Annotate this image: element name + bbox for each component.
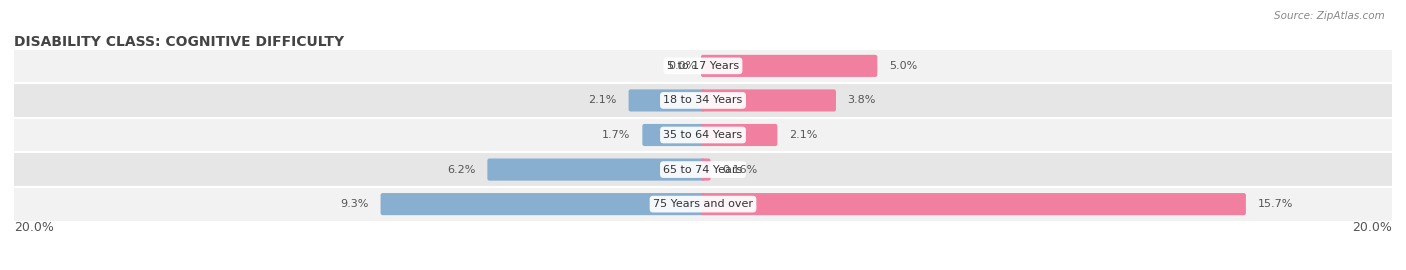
Text: 75 Years and over: 75 Years and over	[652, 199, 754, 209]
Text: Source: ZipAtlas.com: Source: ZipAtlas.com	[1274, 11, 1385, 21]
Bar	[14, 187, 1392, 221]
Text: 9.3%: 9.3%	[340, 199, 368, 209]
FancyBboxPatch shape	[702, 55, 877, 77]
FancyBboxPatch shape	[702, 158, 710, 181]
FancyBboxPatch shape	[643, 124, 704, 146]
Text: 1.7%: 1.7%	[602, 130, 631, 140]
Text: 18 to 34 Years: 18 to 34 Years	[664, 95, 742, 106]
FancyBboxPatch shape	[488, 158, 704, 181]
FancyBboxPatch shape	[381, 193, 704, 215]
FancyBboxPatch shape	[702, 124, 778, 146]
Text: 0.16%: 0.16%	[723, 164, 758, 175]
Text: 15.7%: 15.7%	[1257, 199, 1294, 209]
FancyBboxPatch shape	[702, 193, 1246, 215]
Text: 3.8%: 3.8%	[848, 95, 876, 106]
Bar	[14, 152, 1392, 187]
Text: 6.2%: 6.2%	[447, 164, 475, 175]
Text: 5.0%: 5.0%	[889, 61, 917, 71]
Text: 65 to 74 Years: 65 to 74 Years	[664, 164, 742, 175]
Text: DISABILITY CLASS: COGNITIVE DIFFICULTY: DISABILITY CLASS: COGNITIVE DIFFICULTY	[14, 35, 344, 49]
Bar	[14, 83, 1392, 118]
Bar	[14, 49, 1392, 83]
Text: 20.0%: 20.0%	[1353, 221, 1392, 234]
Text: 5 to 17 Years: 5 to 17 Years	[666, 61, 740, 71]
Text: 0.0%: 0.0%	[668, 61, 696, 71]
Text: 20.0%: 20.0%	[14, 221, 53, 234]
Bar	[14, 118, 1392, 152]
Text: 35 to 64 Years: 35 to 64 Years	[664, 130, 742, 140]
Text: 2.1%: 2.1%	[589, 95, 617, 106]
FancyBboxPatch shape	[628, 89, 704, 112]
Text: 2.1%: 2.1%	[789, 130, 817, 140]
FancyBboxPatch shape	[702, 89, 837, 112]
